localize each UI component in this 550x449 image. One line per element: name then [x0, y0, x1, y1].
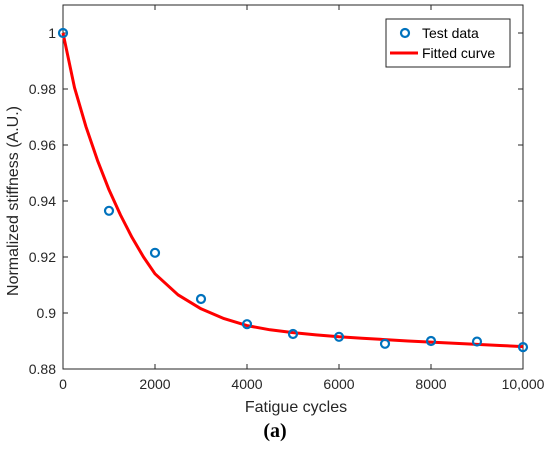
test-data-point — [195, 293, 207, 305]
x-tick-label: 4000 — [231, 376, 262, 392]
test-data-point — [517, 342, 529, 353]
legend-label-fitted-curve: Fitted curve — [422, 45, 495, 61]
figure-caption: (a) — [263, 420, 287, 442]
test-data-point — [103, 205, 115, 216]
x-axis-title: Fatigue cycles — [245, 399, 347, 416]
y-axis-title: Normalized stiffness (A.U.) — [5, 106, 22, 296]
legend: Test data Fitted curve — [385, 18, 511, 68]
test-data-point — [149, 247, 161, 258]
legend-label-test-data: Test data — [422, 25, 479, 41]
test-data-point — [57, 27, 69, 39]
test-data-point — [425, 335, 437, 347]
chart: 0 2000 4000 6000 8000 10,000 0.88 0.9 0.92 0.94 0.… — [5, 4, 545, 416]
fitted-curve-line — [61, 32, 524, 349]
y-tick-label: 0.88 — [29, 361, 56, 377]
test-data-point — [241, 319, 253, 330]
test-data-point — [471, 336, 483, 347]
legend-box — [385, 18, 511, 68]
y-tick-label: 0.94 — [29, 193, 56, 209]
x-tick-label: 8000 — [415, 376, 446, 392]
y-tick-label: 1 — [48, 25, 56, 41]
y-tick-label: 0.96 — [29, 137, 56, 153]
y-tick-label: 0.9 — [37, 305, 57, 321]
x-tick-label: 2000 — [139, 376, 170, 392]
test-data-point — [379, 338, 391, 349]
x-tick-label: 6000 — [323, 376, 354, 392]
test-data-point — [287, 328, 299, 340]
legend-marker-test-data — [399, 27, 411, 39]
x-tick-label: 0 — [59, 376, 67, 392]
y-tick-label: 0.98 — [29, 81, 56, 97]
y-tick-label: 0.92 — [29, 249, 56, 265]
test-data-point — [333, 331, 345, 342]
x-tick-label: 10,000 — [502, 376, 545, 392]
